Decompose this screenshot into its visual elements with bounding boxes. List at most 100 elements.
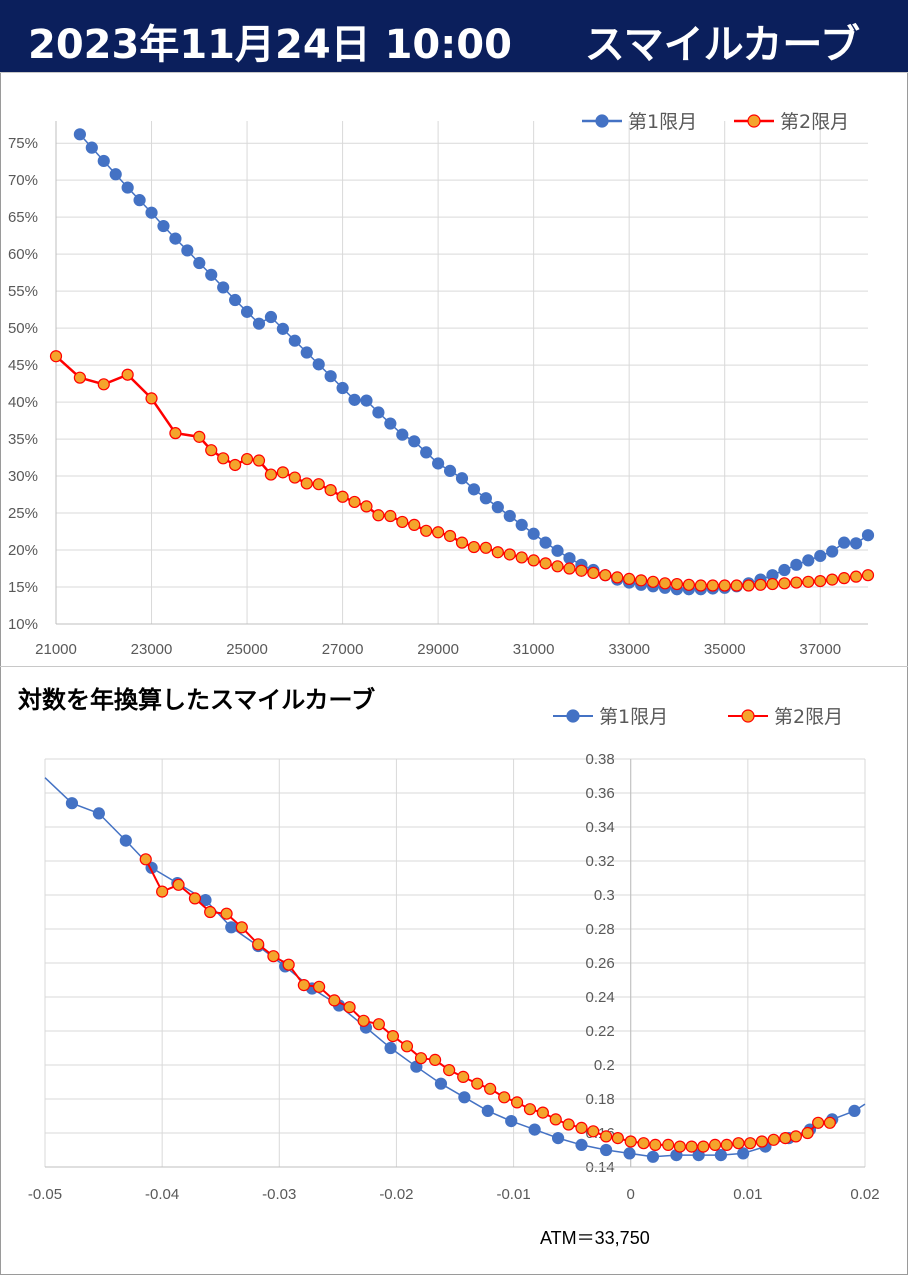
- data-point-1: [455, 472, 469, 485]
- data-point-1: [432, 457, 445, 470]
- data-point-2: [670, 577, 684, 591]
- data-point-2: [575, 1121, 588, 1135]
- data-point-2: [443, 529, 457, 543]
- data-point-2: [510, 1096, 524, 1109]
- data-point-1: [229, 293, 242, 307]
- data-point-2: [282, 958, 295, 971]
- data-point-2: [432, 526, 445, 539]
- data-point-2: [491, 546, 504, 559]
- data-point-1: [300, 346, 313, 359]
- data-point-2: [838, 572, 851, 585]
- data-point-2: [357, 1014, 370, 1027]
- data-point-1: [119, 834, 132, 847]
- legend-label-1: 第1限月: [628, 111, 697, 133]
- data-point-1: [848, 1104, 861, 1118]
- y-tick-label: 75%: [8, 135, 38, 152]
- y-tick-label: 65%: [8, 209, 38, 226]
- data-point-2: [539, 557, 552, 570]
- data-point-1: [551, 544, 564, 557]
- data-point-2: [360, 500, 373, 513]
- x-tick-label: 0.01: [733, 1186, 762, 1203]
- data-point-2: [611, 571, 624, 584]
- data-point-1: [384, 1041, 397, 1055]
- series-line-1: [44, 777, 866, 1158]
- data-point-1: [838, 536, 851, 549]
- data-point-1: [372, 406, 385, 419]
- y-tick-label: 20%: [8, 542, 38, 559]
- data-point-2: [536, 1106, 549, 1119]
- data-point-1: [360, 394, 373, 407]
- y-tick-label: 0.18: [586, 1091, 615, 1108]
- series-line-2: [144, 858, 830, 1148]
- data-point-1: [217, 281, 230, 294]
- data-point-1: [505, 1114, 518, 1128]
- data-point-1: [600, 1143, 613, 1157]
- data-point-2: [217, 452, 230, 465]
- data-point-1: [528, 1123, 541, 1136]
- data-point-2: [139, 853, 152, 866]
- data-point-2: [276, 466, 289, 479]
- data-point-2: [802, 575, 815, 588]
- legend-marker-2: [747, 114, 761, 128]
- y-tick-label: 0.22: [586, 1023, 615, 1040]
- data-point-2: [297, 978, 310, 992]
- legend-marker-1: [595, 114, 609, 128]
- data-point-2: [252, 938, 265, 951]
- data-point-2: [732, 1137, 745, 1150]
- data-point-1: [443, 464, 457, 477]
- data-point-2: [408, 518, 421, 531]
- y-tick-label: 0.26: [586, 955, 615, 972]
- data-point-1: [109, 168, 122, 181]
- y-tick-label: 0.3: [594, 887, 615, 904]
- x-tick-label: 23000: [131, 641, 173, 658]
- data-point-1: [737, 1147, 750, 1160]
- atm-annotation: ATM＝33,750: [540, 1228, 650, 1248]
- data-point-2: [779, 1131, 792, 1145]
- data-point-2: [515, 551, 528, 564]
- data-point-2: [121, 368, 134, 381]
- data-point-2: [300, 477, 313, 490]
- data-point-2: [169, 427, 182, 440]
- data-point-2: [563, 562, 576, 575]
- data-point-2: [697, 1140, 710, 1153]
- data-point-2: [204, 905, 217, 919]
- data-point-2: [348, 495, 361, 509]
- data-point-2: [396, 515, 409, 529]
- data-point-2: [400, 1040, 414, 1053]
- data-point-2: [649, 1138, 662, 1152]
- data-point-1: [434, 1077, 448, 1090]
- data-point-1: [324, 370, 337, 383]
- data-point-2: [503, 548, 516, 561]
- data-point-2: [718, 579, 731, 592]
- data-point-2: [673, 1140, 687, 1153]
- data-point-2: [193, 430, 206, 443]
- data-point-2: [443, 1063, 456, 1077]
- data-point-2: [549, 1113, 562, 1126]
- x-tick-label: 35000: [704, 641, 746, 658]
- data-point-1: [65, 797, 79, 810]
- data-point-1: [778, 563, 791, 577]
- data-point-2: [730, 579, 743, 592]
- legend-label-2: 第2限月: [780, 111, 849, 133]
- x-tick-label: 21000: [35, 641, 77, 658]
- data-point-2: [744, 1137, 757, 1150]
- data-point-2: [635, 574, 648, 587]
- data-point-1: [575, 1138, 588, 1152]
- data-point-2: [324, 484, 337, 497]
- data-point-2: [662, 1138, 675, 1152]
- data-point-2: [720, 1138, 733, 1152]
- y-tick-label: 0.38: [586, 751, 615, 768]
- header-title: スマイルカーブ: [584, 22, 860, 68]
- x-tick-label: 25000: [226, 641, 268, 658]
- x-tick-label: -0.05: [28, 1186, 62, 1203]
- x-tick-label: -0.01: [496, 1186, 530, 1203]
- data-point-1: [133, 194, 146, 207]
- data-point-1: [157, 219, 170, 233]
- data-point-1: [551, 1131, 565, 1145]
- data-point-1: [348, 393, 361, 406]
- x-tick-label: 33000: [608, 641, 650, 658]
- data-point-2: [812, 1116, 825, 1129]
- data-point-1: [408, 435, 421, 448]
- y-tick-label: 45%: [8, 357, 38, 374]
